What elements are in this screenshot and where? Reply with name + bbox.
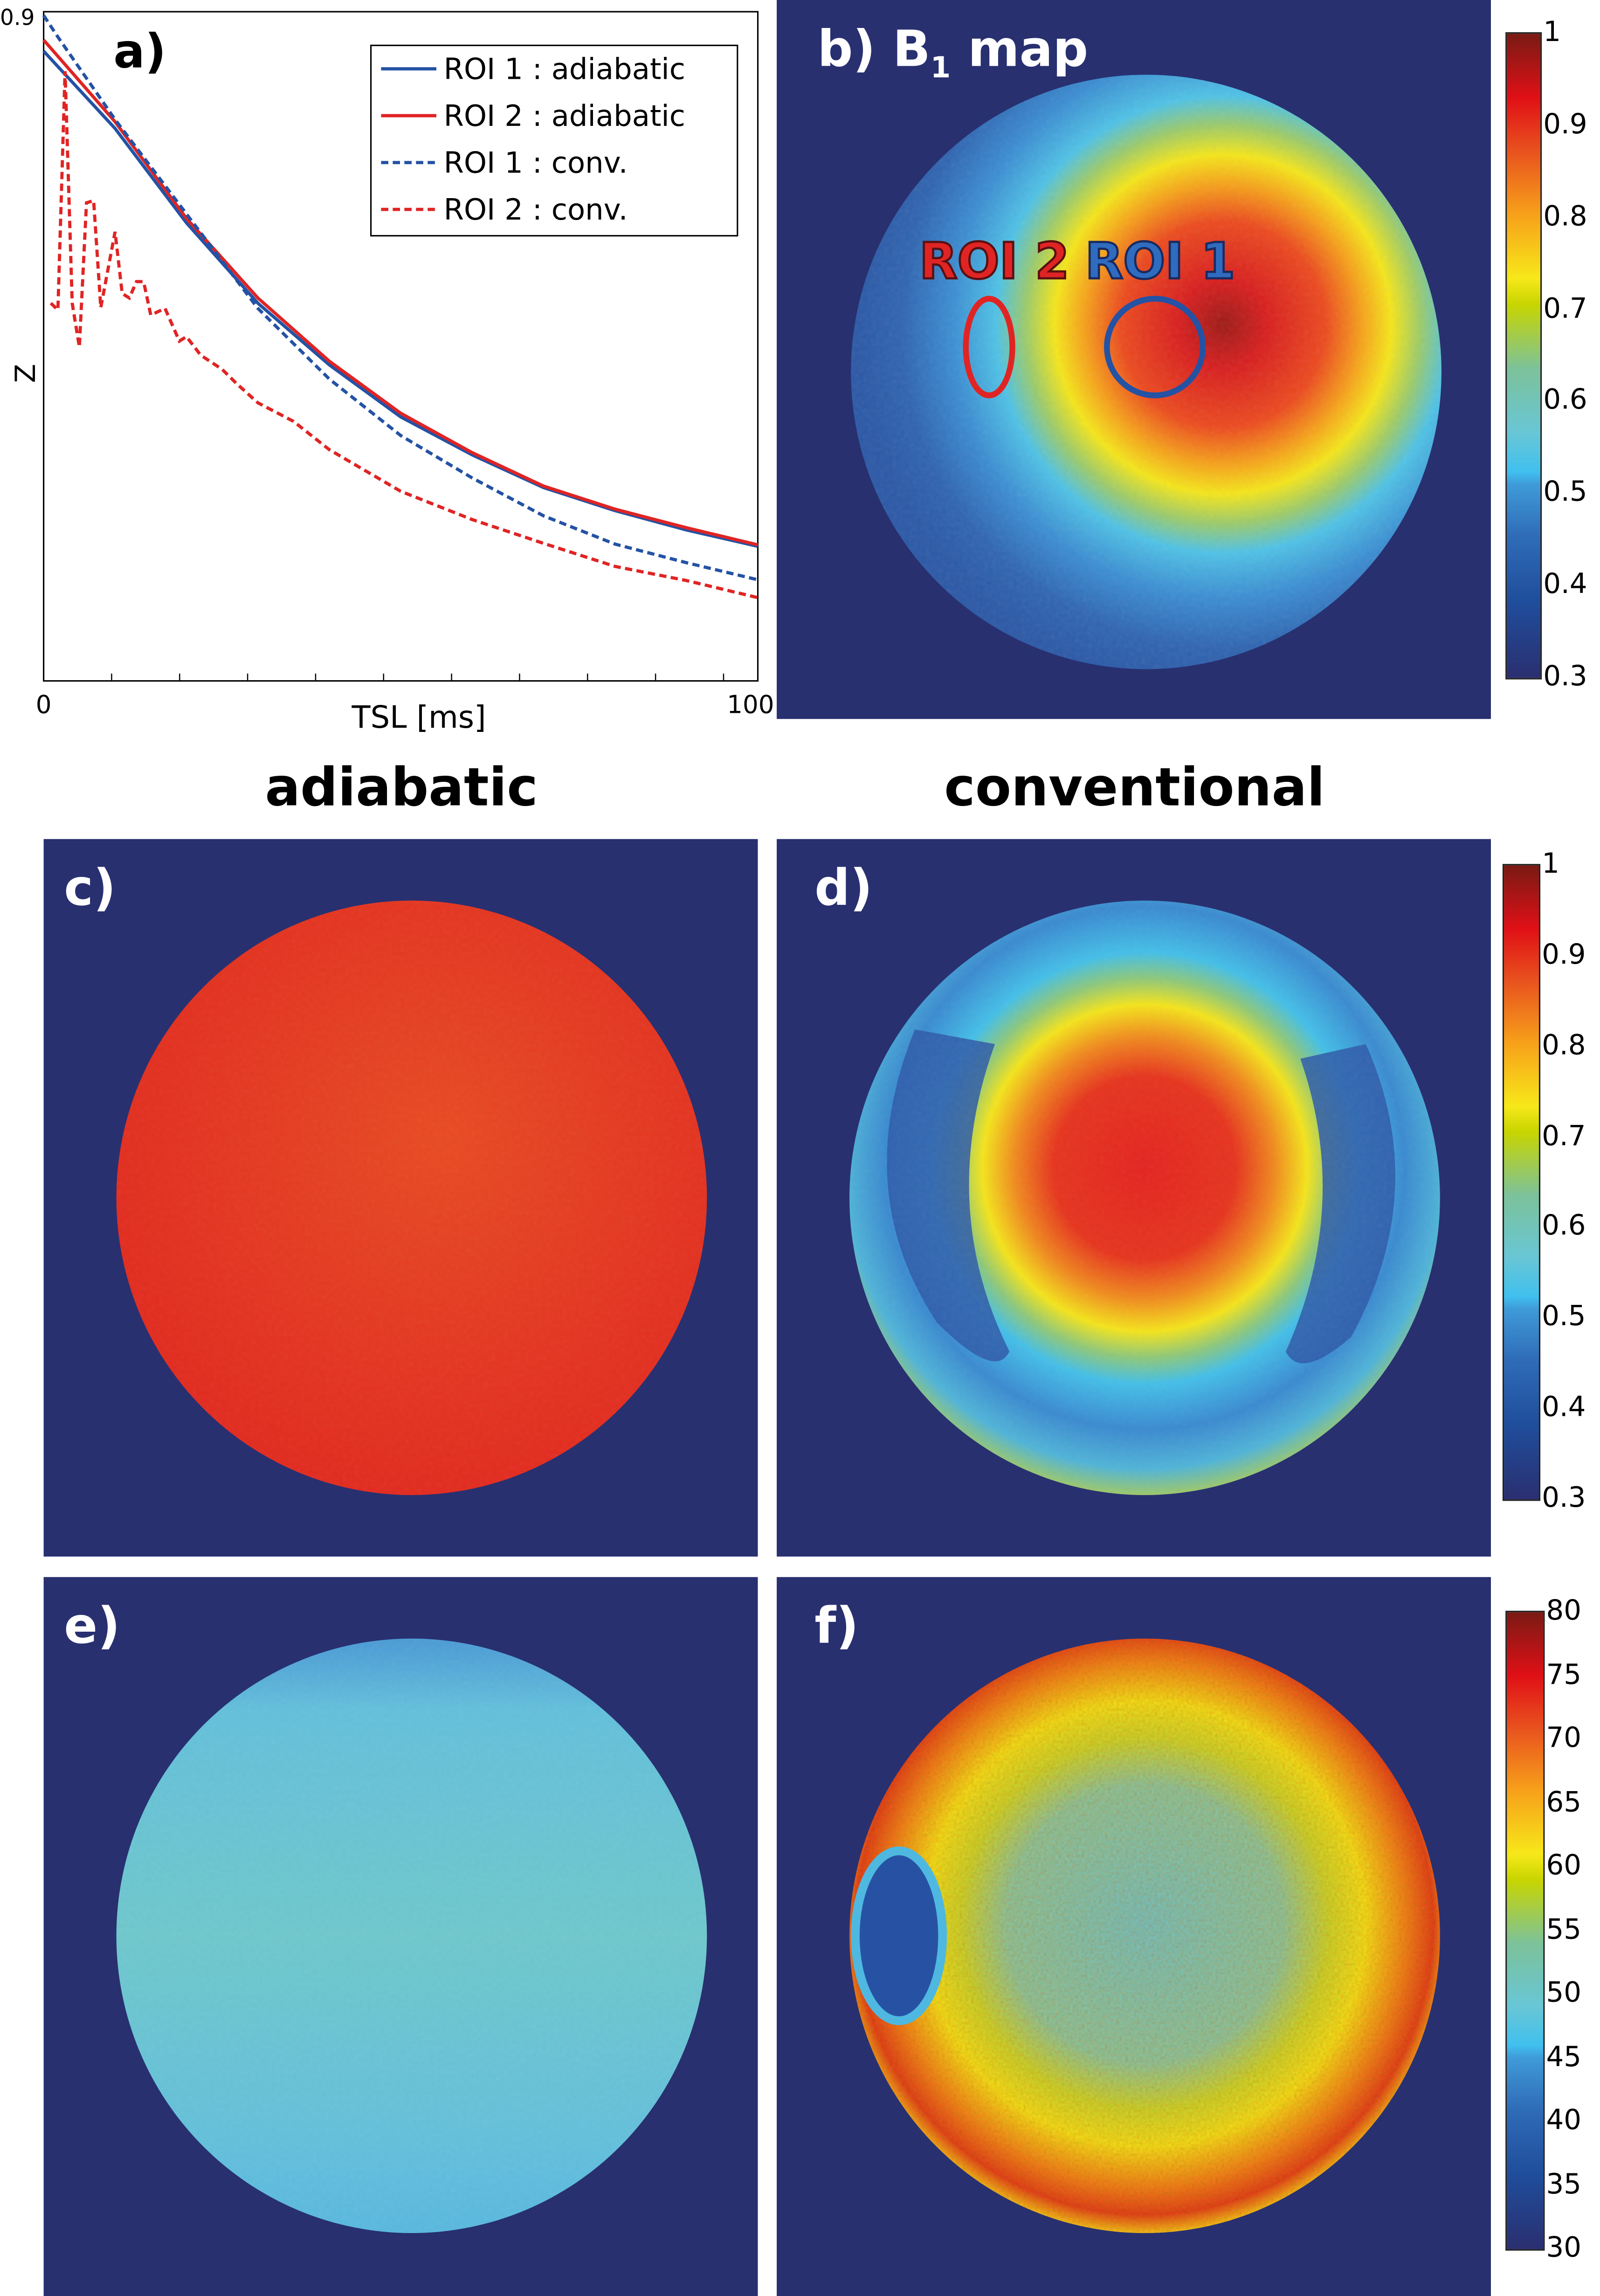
colorbar-tick-label: 1 bbox=[1542, 848, 1559, 880]
y-tick-label: 0.9 bbox=[0, 5, 34, 30]
colorbar-tick-label: 0.3 bbox=[1542, 1482, 1586, 1514]
colorbar-tick-label: 0.4 bbox=[1543, 568, 1587, 601]
legend-label: ROI 1 : adiabatic bbox=[444, 52, 685, 86]
colorbar-tick-label: 60 bbox=[1546, 1849, 1582, 1882]
x-tick-label: 100 bbox=[727, 690, 774, 719]
colorbar-tick-label: 0.9 bbox=[1542, 938, 1586, 971]
panel-a-chart: 0.9 0 100 TSL [ms] Z a) ROI 1 : adiabati… bbox=[0, 0, 777, 739]
colorbar-tick-label: 55 bbox=[1546, 1913, 1582, 1945]
panel-f-label: f) bbox=[814, 1597, 859, 1656]
colorbar-tick-label: 0.5 bbox=[1543, 476, 1587, 509]
colorbar-d bbox=[1502, 864, 1541, 1501]
colorbar-tick-label: 0.7 bbox=[1542, 1119, 1586, 1152]
legend-label: ROI 1 : conv. bbox=[444, 145, 628, 179]
series-line-2 bbox=[42, 39, 759, 547]
panel-f-conventional-map: f) bbox=[777, 1577, 1491, 2296]
low-value-region bbox=[851, 1846, 947, 2026]
colorbar-tick-label: 40 bbox=[1546, 2104, 1582, 2137]
colorbar-tick-label: 75 bbox=[1546, 1658, 1582, 1691]
b1-map-word: map bbox=[968, 20, 1089, 79]
colorbar-tick-label: 0.8 bbox=[1543, 200, 1587, 233]
x-axis-label: TSL [ms] bbox=[352, 699, 486, 735]
series-line-1 bbox=[42, 50, 759, 548]
roi-2-marker bbox=[963, 296, 1015, 399]
panel-a-label: a) bbox=[113, 24, 166, 78]
line-chart: 0.9 0 100 TSL [ms] Z a) ROI 1 : adiabati… bbox=[0, 5, 774, 735]
colorbar-tick-label: 0.9 bbox=[1543, 108, 1587, 141]
legend-label: ROI 2 : adiabatic bbox=[444, 99, 685, 133]
colorbar-tick-label: 35 bbox=[1546, 2168, 1582, 2200]
colorbar-tick-label: 0.6 bbox=[1543, 384, 1587, 417]
legend: ROI 1 : adiabatic ROI 2 : adiabatic ROI 1 … bbox=[370, 44, 738, 237]
panel-e-label: e) bbox=[64, 1597, 120, 1656]
panel-b-title: b) B1 map bbox=[817, 21, 1088, 85]
colorbar-tick-label: 45 bbox=[1546, 2040, 1582, 2073]
x-tick-label: 0 bbox=[36, 690, 52, 719]
roi-1-marker bbox=[1104, 296, 1206, 399]
panel-b-b1-map: ROI 2 ROI 1 b) B1 map bbox=[777, 0, 1491, 719]
colorbar-f bbox=[1505, 1611, 1545, 2251]
panel-d-conventional-map: d) bbox=[777, 839, 1491, 1557]
panel-e-adiabatic-map: e) bbox=[43, 1577, 758, 2296]
series-lines bbox=[42, 14, 759, 600]
roi-1-label: ROI 1 bbox=[1085, 232, 1235, 290]
panel-d-label: d) bbox=[814, 859, 873, 918]
colorbar-tick-label: 0.7 bbox=[1543, 292, 1587, 324]
colorbar-tick-label: 50 bbox=[1546, 1977, 1582, 2009]
panel-b-label: b) bbox=[817, 20, 876, 79]
b1-subscript: 1 bbox=[930, 49, 951, 85]
roi-2-label: ROI 2 bbox=[919, 232, 1069, 290]
colorbar-b1 bbox=[1505, 32, 1542, 680]
legend-box bbox=[370, 44, 738, 237]
colorbar-tick-label: 65 bbox=[1546, 1786, 1582, 1818]
y-axis-label: Z bbox=[10, 364, 42, 383]
colorbar-tick-label: 0.4 bbox=[1542, 1391, 1586, 1424]
colorbar-tick-label: 30 bbox=[1546, 2231, 1582, 2264]
colorbar-tick-label: 0.6 bbox=[1542, 1210, 1586, 1242]
colorbar-tick-label: 80 bbox=[1546, 1594, 1582, 1627]
x-ticks bbox=[111, 673, 724, 681]
colorbar-tick-label: 70 bbox=[1546, 1722, 1582, 1754]
colorbar-tick-label: 0.3 bbox=[1543, 660, 1587, 693]
legend-label: ROI 2 : conv. bbox=[444, 193, 628, 227]
b1-symbol: B bbox=[892, 20, 931, 79]
series-line-3 bbox=[42, 14, 759, 582]
colorbar-tick-label: 0.8 bbox=[1542, 1029, 1586, 1062]
column-title-conventional: conventional bbox=[944, 758, 1325, 819]
colorbar-tick-label: 0.5 bbox=[1542, 1301, 1586, 1333]
series-line-4 bbox=[49, 71, 759, 600]
panel-c-label: c) bbox=[64, 859, 116, 918]
column-title-adiabatic: adiabatic bbox=[265, 758, 538, 819]
colorbar-tick-label: 1 bbox=[1543, 16, 1561, 48]
panel-c-adiabatic-map: c) bbox=[43, 839, 758, 1557]
